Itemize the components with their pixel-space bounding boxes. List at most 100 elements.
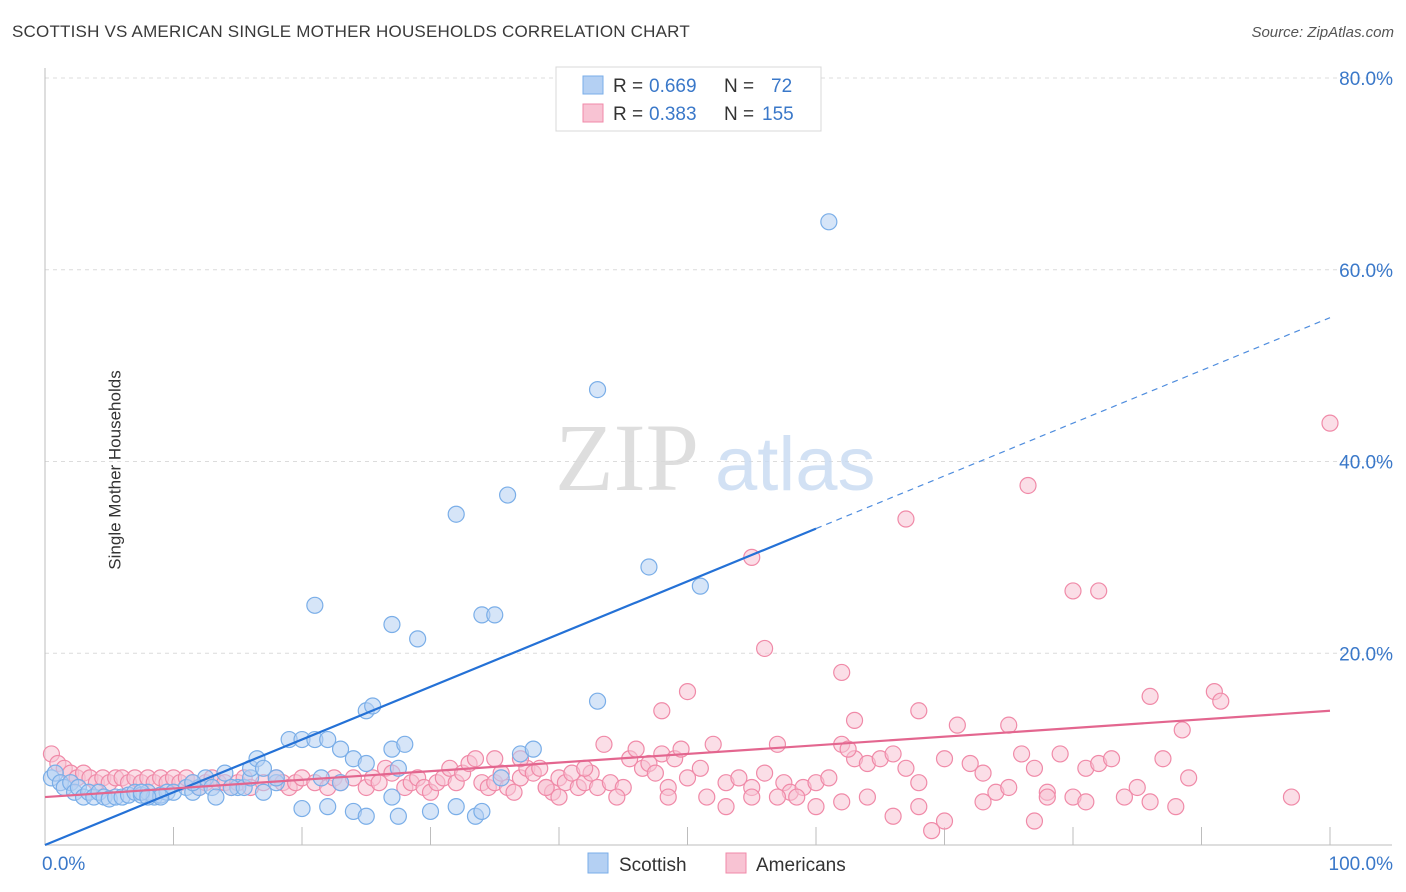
data-point-scottish: [357, 754, 375, 773]
gridlines: [45, 77, 1392, 654]
data-point-americans: [704, 735, 722, 753]
y-tick-label: 60.0%: [1339, 261, 1393, 282]
data-point-americans: [627, 740, 645, 758]
trend-lines: [44, 317, 1331, 847]
data-point-scottish: [486, 606, 504, 624]
series-legend: Scottish Americans: [587, 852, 846, 876]
data-point-americans: [1051, 745, 1069, 763]
legend-r-label: R =: [613, 76, 643, 97]
data-point-americans: [845, 711, 864, 729]
axes: [44, 68, 1392, 846]
data-point-americans: [1167, 798, 1185, 816]
data-point-americans: [1282, 788, 1301, 806]
correlation-legend: R = 0.669 N = 72 R = 0.383 N = 155: [555, 66, 822, 132]
data-point-americans: [691, 759, 709, 777]
data-point-scottish: [421, 802, 440, 821]
data-point-scottish: [588, 380, 607, 399]
data-point-americans: [1025, 812, 1044, 830]
data-point-scottish: [640, 558, 658, 576]
data-point-americans: [768, 788, 787, 806]
data-point-scottish: [207, 788, 225, 806]
data-point-scottish: [254, 783, 273, 801]
data-point-americans: [923, 822, 941, 840]
data-point-scottish: [306, 596, 324, 614]
y-tick-label: 20.0%: [1339, 644, 1393, 665]
data-point-scottish: [396, 735, 414, 753]
legend-n-value: 72: [771, 76, 792, 97]
data-point-americans: [653, 702, 671, 720]
data-point-americans: [1025, 759, 1044, 777]
data-point-americans: [1141, 793, 1159, 811]
data-point-scottish: [691, 577, 709, 595]
legend-n-label: N =: [724, 76, 754, 97]
data-point-americans: [595, 735, 613, 753]
trend-line-scottish-extension: [815, 317, 1331, 530]
data-point-americans: [948, 716, 966, 734]
data-point-americans: [646, 764, 664, 782]
data-point-americans: [576, 759, 594, 777]
data-point-americans: [1154, 750, 1172, 768]
data-point-americans: [1038, 788, 1056, 806]
data-point-americans: [1115, 788, 1134, 806]
data-point-americans: [1000, 778, 1018, 797]
data-point-americans: [1012, 745, 1031, 763]
watermark-atlas: atlas: [715, 422, 876, 507]
data-point-americans: [884, 745, 902, 763]
data-point-americans: [755, 764, 774, 782]
scottish-points: [42, 213, 838, 825]
data-point-americans: [858, 788, 877, 806]
legend-r-label: R =: [613, 104, 643, 125]
data-point-scottish: [389, 807, 407, 825]
data-point-americans: [1077, 793, 1095, 811]
data-point-scottish: [383, 615, 401, 634]
data-point-scottish: [267, 769, 285, 787]
data-point-scottish: [331, 774, 350, 792]
chart-title: SCOTTISH VS AMERICAN SINGLE MOTHER HOUSE…: [12, 22, 690, 41]
data-point-americans: [1141, 687, 1159, 705]
data-point-americans: [1064, 582, 1082, 600]
data-point-scottish: [293, 799, 311, 818]
source-label: Source: ZipAtlas.com: [1251, 24, 1394, 41]
data-point-americans: [743, 788, 761, 806]
data-point-scottish: [319, 730, 337, 749]
x-tick-label: 100.0%: [1329, 854, 1394, 875]
data-point-americans: [974, 764, 992, 782]
data-point-americans: [910, 702, 928, 720]
legend-n-label: N =: [724, 104, 754, 125]
data-point-americans: [1212, 692, 1230, 710]
data-point-americans: [698, 788, 716, 806]
data-point-americans: [961, 754, 979, 773]
x-tick-labels: 0.0% 100.0%: [42, 854, 1393, 875]
legend-r-value: 0.669: [649, 76, 697, 97]
x-tick-label: 0.0%: [42, 854, 85, 875]
data-point-americans: [820, 769, 838, 787]
legend-swatch-scottish: [582, 75, 604, 95]
data-point-scottish: [524, 740, 542, 758]
data-point-americans: [1102, 750, 1121, 768]
data-point-americans: [833, 793, 851, 811]
data-point-scottish: [588, 692, 607, 710]
data-point-scottish: [331, 740, 350, 758]
data-point-americans: [1128, 778, 1146, 797]
data-point-scottish: [499, 486, 517, 504]
data-point-americans: [550, 788, 568, 806]
data-point-americans: [466, 750, 485, 768]
data-point-scottish: [383, 788, 401, 806]
trend-line-scottish: [44, 527, 817, 847]
data-point-scottish: [447, 505, 465, 523]
data-point-scottish: [409, 630, 427, 648]
trend-line-americans: [44, 709, 1331, 799]
data-point-americans: [807, 798, 825, 816]
data-point-americans: [884, 807, 902, 825]
data-point-americans: [788, 788, 806, 806]
data-point-americans: [897, 759, 915, 777]
data-point-americans: [910, 798, 928, 816]
y-tick-label: 80.0%: [1339, 69, 1393, 90]
data-point-scottish: [319, 798, 337, 816]
data-point-americans: [1180, 769, 1198, 787]
data-point-americans: [1090, 582, 1108, 600]
data-point-americans: [833, 663, 851, 682]
data-point-americans: [935, 812, 954, 830]
data-point-scottish: [254, 759, 273, 777]
